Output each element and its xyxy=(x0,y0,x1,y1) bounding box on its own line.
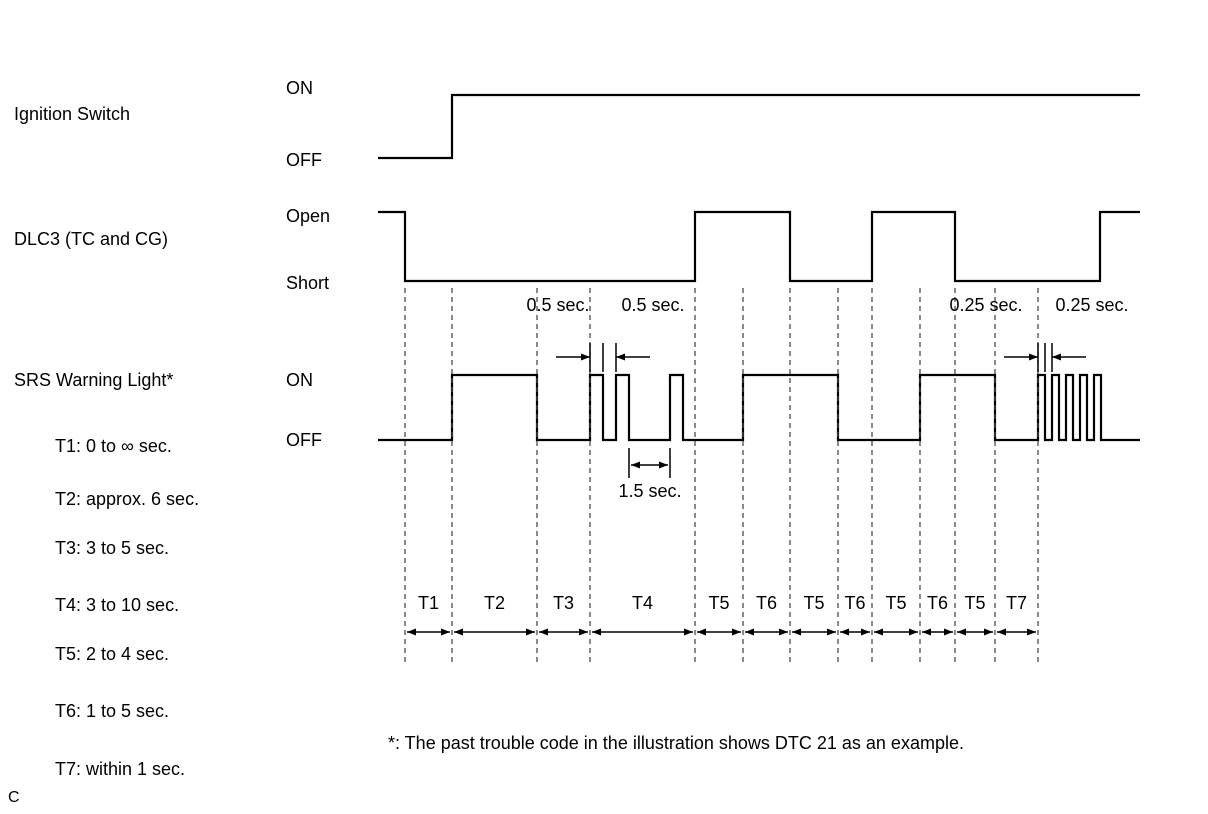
annotation-0.25sec-pulse: 0.25 sec. xyxy=(949,295,1023,315)
waveform-srs-warning-light xyxy=(378,373,1140,442)
arrowhead xyxy=(454,628,463,636)
waveform-dlc3-tc-and-cg xyxy=(378,210,1140,283)
interval-label-t7-11: T7 xyxy=(1005,593,1028,613)
footnote-dtc-example: *: The past trouble code in the illustra… xyxy=(388,733,964,753)
corner-letter: C xyxy=(8,789,20,806)
arrowhead xyxy=(1052,353,1061,361)
arrowhead xyxy=(745,628,754,636)
arrowhead xyxy=(581,353,590,361)
arrowhead xyxy=(616,353,625,361)
arrowhead xyxy=(909,628,918,636)
interval-label-t2-1: T2 xyxy=(483,593,506,613)
arrowhead xyxy=(944,628,953,636)
interval-label-t3-2: T3 xyxy=(552,593,575,613)
arrowhead xyxy=(827,628,836,636)
arrowhead xyxy=(631,461,640,469)
arrowhead xyxy=(526,628,535,636)
arrowhead xyxy=(874,628,883,636)
legend-t2: T2: approx. 6 sec. xyxy=(55,489,200,509)
annotation-1.5sec-pause: 1.5 sec. xyxy=(618,481,682,501)
interval-label-t6-5: T6 xyxy=(755,593,778,613)
arrowhead xyxy=(592,628,601,636)
arrowhead xyxy=(579,628,588,636)
arrowhead xyxy=(997,628,1006,636)
arrowhead xyxy=(732,628,741,636)
arrowhead xyxy=(539,628,548,636)
srs-off-label: OFF xyxy=(286,430,322,450)
legend-t1: T1: 0 to ∞ sec. xyxy=(55,436,172,456)
legend-t6: T6: 1 to 5 sec. xyxy=(55,701,170,721)
arrowhead xyxy=(840,628,849,636)
legend-t4: T4: 3 to 10 sec. xyxy=(55,595,180,615)
arrowhead xyxy=(1029,353,1038,361)
interval-label-t6-7: T6 xyxy=(844,593,866,613)
legend-t7: T7: within 1 sec. xyxy=(55,759,186,779)
arrowhead xyxy=(697,628,706,636)
annotation-0.5sec-gap: 0.5 sec. xyxy=(621,295,685,315)
legend-t5: T5: 2 to 4 sec. xyxy=(55,644,170,664)
interval-label-t5-6: T5 xyxy=(803,593,825,613)
arrowhead xyxy=(684,628,693,636)
interval-label-t5-8: T5 xyxy=(885,593,907,613)
annotation-0.5sec-pulse: 0.5 sec. xyxy=(526,295,590,315)
waveform-ignition-switch xyxy=(378,93,1140,160)
arrowhead xyxy=(659,461,668,469)
arrowhead xyxy=(984,628,993,636)
arrowhead xyxy=(861,628,870,636)
interval-label-t4-3: T4 xyxy=(631,593,654,613)
dlc3-short-label: Short xyxy=(286,273,330,293)
signal-label-dlc3: DLC3 (TC and CG) xyxy=(14,229,169,249)
arrowhead xyxy=(779,628,788,636)
interval-label-t6-9: T6 xyxy=(926,593,949,613)
arrowhead xyxy=(957,628,966,636)
interval-label-t1-0: T1 xyxy=(417,593,440,613)
dlc3-open-label: Open xyxy=(286,206,331,226)
ignition-low-label: OFF xyxy=(286,150,322,170)
signal-label-ignition-switch: Ignition Switch xyxy=(14,104,131,124)
signal-label-srs-warning-light: SRS Warning Light* xyxy=(14,370,174,390)
arrowhead xyxy=(922,628,931,636)
arrowhead xyxy=(441,628,450,636)
interval-label-t5-4: T5 xyxy=(708,593,730,613)
interval-label-t5-10: T5 xyxy=(964,593,986,613)
annotation-0.25sec-gap: 0.25 sec. xyxy=(1055,295,1129,315)
srs-on-label: ON xyxy=(286,370,313,390)
arrowhead xyxy=(407,628,416,636)
legend-t3: T3: 3 to 5 sec. xyxy=(55,538,170,558)
arrowhead xyxy=(1027,628,1036,636)
arrowhead xyxy=(792,628,801,636)
ignition-high-label: ON xyxy=(286,78,313,98)
